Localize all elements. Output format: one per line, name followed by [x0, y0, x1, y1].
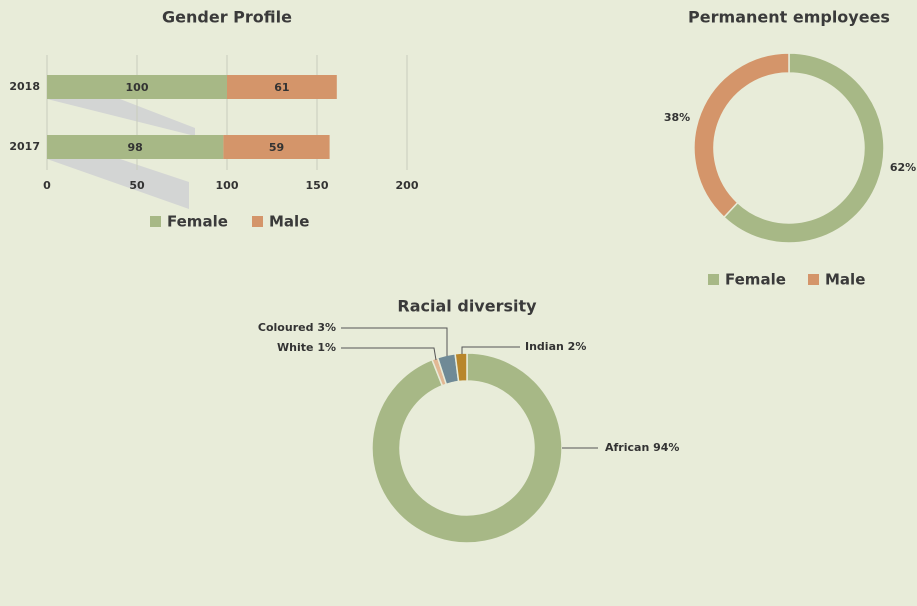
data-label: 100 — [126, 81, 149, 94]
legend-label: Male — [269, 213, 309, 231]
x-tick-label: 150 — [306, 179, 329, 192]
chart-title: Racial diversity — [397, 297, 537, 316]
value-label: 1% — [317, 341, 336, 354]
slice — [722, 52, 885, 244]
category-label: Coloured — [258, 321, 314, 334]
value-label: 2% — [568, 340, 587, 353]
x-tick-label: 0 — [43, 179, 51, 192]
category-label: White — [277, 341, 313, 354]
bar — [227, 75, 337, 99]
data-label: 59 — [269, 141, 284, 154]
value-label: 94% — [653, 441, 679, 454]
legend-swatch — [708, 274, 719, 285]
data-label: 61 — [274, 81, 289, 94]
shadow — [47, 159, 189, 209]
x-tick-label: 50 — [129, 179, 145, 192]
legend-label: Male — [825, 271, 865, 289]
x-tick-label: 100 — [216, 179, 239, 192]
data-label: 38% — [664, 111, 690, 124]
chart-title: Gender Profile — [162, 8, 292, 27]
legend-label: Female — [725, 271, 786, 289]
bar — [47, 75, 227, 99]
slice — [454, 352, 468, 383]
y-tick-label: 2017 — [9, 140, 40, 153]
value-label: 3% — [317, 321, 336, 334]
shadow — [47, 99, 195, 136]
chart-title: Permanent employees — [688, 8, 890, 27]
legend-swatch — [252, 216, 263, 227]
leader-line — [341, 327, 448, 356]
legend-swatch — [808, 274, 819, 285]
x-tick-label: 200 — [396, 179, 419, 192]
slice — [693, 52, 790, 219]
data-label: Coloured 3% — [258, 321, 336, 334]
leader-line — [461, 346, 520, 354]
slice — [371, 352, 563, 544]
category-label: African — [605, 441, 649, 454]
leader-line — [341, 347, 437, 361]
legend-swatch — [150, 216, 161, 227]
bar — [47, 135, 224, 159]
data-label: Indian 2% — [525, 340, 586, 353]
data-label: African 94% — [605, 441, 679, 454]
category-label: Indian — [525, 340, 564, 353]
bar — [223, 135, 330, 159]
legend-label: Female — [167, 213, 228, 231]
data-label: White 1% — [277, 341, 336, 354]
data-label: 62% — [890, 161, 916, 174]
y-tick-label: 2018 — [9, 80, 40, 93]
data-label: 98 — [128, 141, 143, 154]
